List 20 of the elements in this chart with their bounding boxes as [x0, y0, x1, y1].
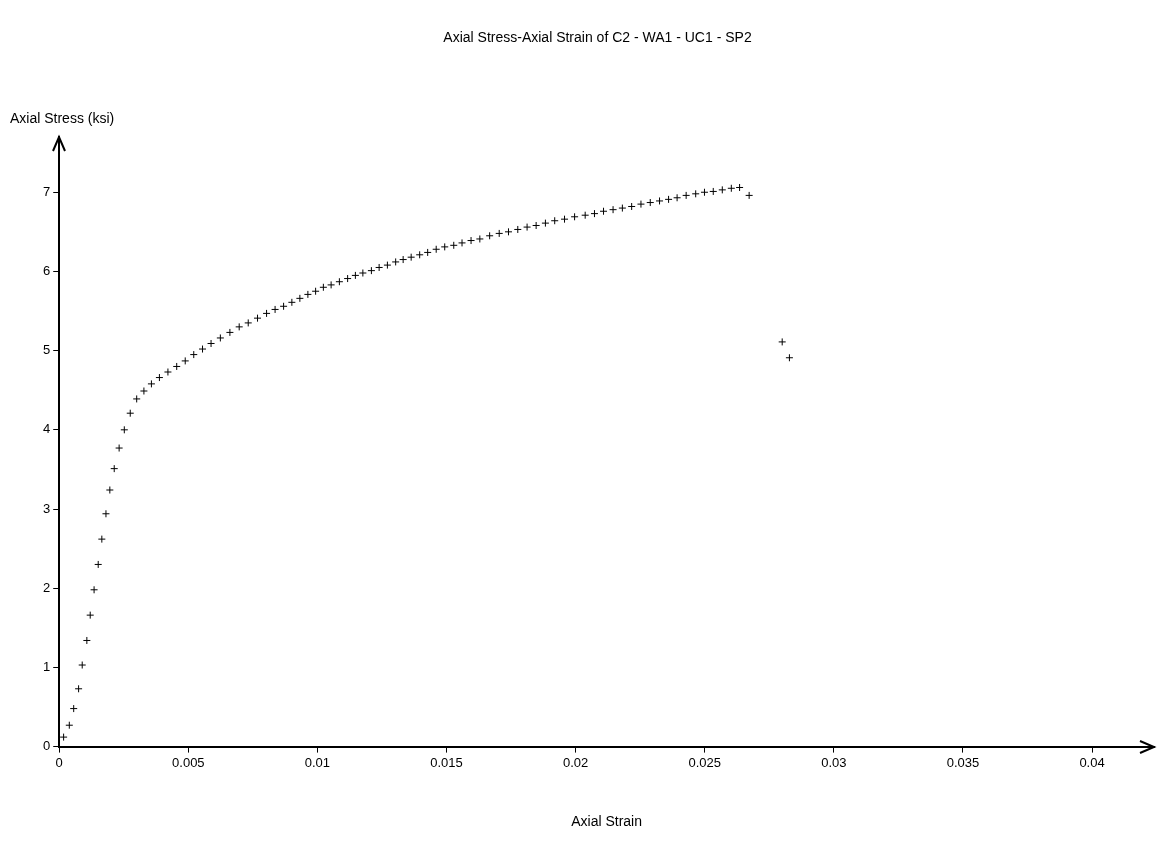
y-tick-label: 2	[43, 579, 51, 595]
y-axis-title: Axial Stress (ksi)	[10, 109, 115, 126]
x-axis-title: Axial Strain	[571, 813, 643, 830]
y-tick-label: 1	[43, 658, 51, 674]
x-tick-label: 0.005	[172, 754, 205, 770]
y-tick-label: 4	[43, 421, 51, 437]
x-tick-label: 0.03	[821, 754, 847, 770]
x-tick-label: 0.01	[304, 754, 331, 770]
y-tick-label: 0	[43, 738, 51, 754]
y-tick-label: 6	[43, 263, 51, 279]
y-tick-label: 5	[43, 342, 51, 358]
y-tick-label: 7	[43, 183, 51, 199]
y-tick-label: 3	[43, 500, 51, 516]
chart-title: Axial Stress-Axial Strain of C2 - WA1 - UC1 - SP2	[443, 29, 752, 46]
x-tick-label: 0	[55, 754, 63, 770]
x-tick-label: 0.035	[946, 754, 980, 770]
x-tick-label: 0.025	[688, 754, 721, 770]
x-tick-label: 0.02	[562, 754, 589, 770]
x-tick-label: 0.04	[1079, 754, 1105, 770]
x-tick-label: 0.015	[430, 754, 463, 770]
